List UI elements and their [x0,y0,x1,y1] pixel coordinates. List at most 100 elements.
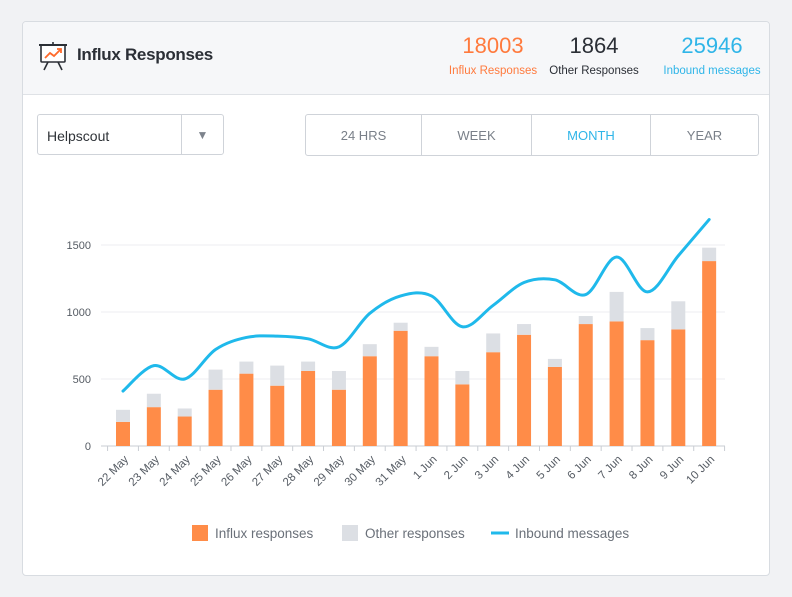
x-tick-label: 24 May [158,453,193,488]
point-inbound-messages [646,291,648,293]
x-tick-label: 7 Jun [596,454,624,482]
x-tick-label: 3 Jun [473,454,501,482]
x-tick-label: 27 May [250,453,285,488]
x-tick-label: 5 Jun [535,454,563,482]
x-tick-label: 23 May [127,453,162,488]
point-inbound-messages [369,312,371,314]
bar-influx-responses [208,389,223,446]
bar-other-responses [640,328,655,341]
bar-influx-responses [640,340,655,446]
point-inbound-messages [153,365,155,367]
bar-other-responses [578,316,593,325]
bar-other-responses [393,322,408,331]
tab-24-hrs[interactable]: 24 HRS [306,115,422,155]
source-select[interactable]: Helpscout ▼ [37,114,224,155]
stat-label: Other Responses [549,65,639,77]
legend-label: Influx responses [215,526,314,541]
stat-label: Inbound messages [663,65,761,77]
tab-month[interactable]: MONTH [532,115,651,155]
bar-influx-responses [671,329,686,446]
bar-influx-responses [301,370,316,446]
bar-influx-responses [393,330,408,446]
bar-influx-responses [146,407,161,446]
bar-other-responses [424,346,439,357]
stat-value: 18003 [462,33,524,58]
bar-other-responses [362,344,377,357]
point-inbound-messages [122,390,124,392]
x-tick-label: 9 Jun [658,454,686,482]
y-tick-label: 0 [85,441,91,453]
point-inbound-messages [616,256,618,258]
bar-influx-responses [362,356,377,446]
x-tick-label: 8 Jun [627,454,655,482]
legend-swatch-other [342,525,358,541]
point-inbound-messages [461,326,463,328]
point-inbound-messages [400,295,402,297]
x-tick-label: 10 Jun [684,454,717,487]
bar-other-responses [208,369,223,390]
bar-influx-responses [270,385,285,446]
bar-other-responses [671,301,686,330]
bar-influx-responses [517,334,532,446]
y-tick-label: 1500 [67,240,91,252]
stat-value: 1864 [569,33,619,58]
chart-legend: Influx responses Other responses Inbound m… [192,525,629,541]
bar-other-responses [486,333,501,353]
x-tick-label: 25 May [189,453,224,488]
point-inbound-messages [708,219,710,221]
x-tick-label: 22 May [96,453,131,488]
stat-label: Influx Responses [448,65,538,77]
point-inbound-messages [276,335,278,337]
bar-influx-responses [578,324,593,446]
point-inbound-messages [554,279,556,281]
stat-influx-responses: 18003 Influx Responses [433,33,553,78]
bar-influx-responses [486,352,501,446]
stat-value: 25946 [681,33,743,58]
bar-other-responses [517,324,532,335]
bar-influx-responses [455,384,470,446]
bar-influx-responses [177,416,192,446]
bar-other-responses [609,291,624,322]
bar-other-responses [116,409,130,422]
dropdown-arrow-icon[interactable]: ▼ [181,115,223,154]
bar-influx-responses [331,389,346,446]
bar-other-responses [239,361,254,374]
x-tick-label: 1 Jun [411,454,439,482]
legend-label: Inbound messages [515,526,629,541]
bar-other-responses [301,361,316,371]
point-inbound-messages [307,338,309,340]
line-inbound-messages [121,218,711,393]
point-inbound-messages [492,304,494,306]
point-inbound-messages [431,295,432,297]
stat-other-responses: 1864 Other Responses [544,33,644,78]
x-tick-label: 31 May [374,453,409,488]
x-tick-label: 4 Jun [504,454,532,482]
bar-influx-responses [547,366,562,446]
point-inbound-messages [215,349,217,351]
presentation-chart-icon [39,42,67,71]
bar-other-responses [455,370,470,385]
tab-week[interactable]: WEEK [422,115,532,155]
source-select-value: Helpscout [47,128,110,144]
bar-other-responses [547,358,562,367]
tab-year[interactable]: YEAR [686,127,723,143]
point-inbound-messages [677,255,679,257]
period-tabs: 24 HRS WEEK MONTH YEAR [305,114,759,156]
x-tick-label: 29 May [312,453,347,488]
legend-label: Other responses [365,526,465,541]
point-inbound-messages [245,336,247,338]
influx-responses-widget: Influx Responses 18003 Influx Responses … [22,21,770,576]
bar-influx-responses [609,321,624,446]
x-tick-label: 28 May [281,453,316,488]
bar-other-responses [146,393,161,408]
point-inbound-messages [585,294,587,296]
bar-influx-responses [239,373,254,446]
point-inbound-messages [338,346,340,348]
point-inbound-messages [523,282,525,284]
bar-influx-responses [702,261,717,446]
x-tick-label: 6 Jun [565,454,593,482]
x-tick-label: 26 May [219,453,254,488]
bar-other-responses [331,370,346,390]
widget-header: Influx Responses 18003 Influx Responses … [23,22,769,95]
